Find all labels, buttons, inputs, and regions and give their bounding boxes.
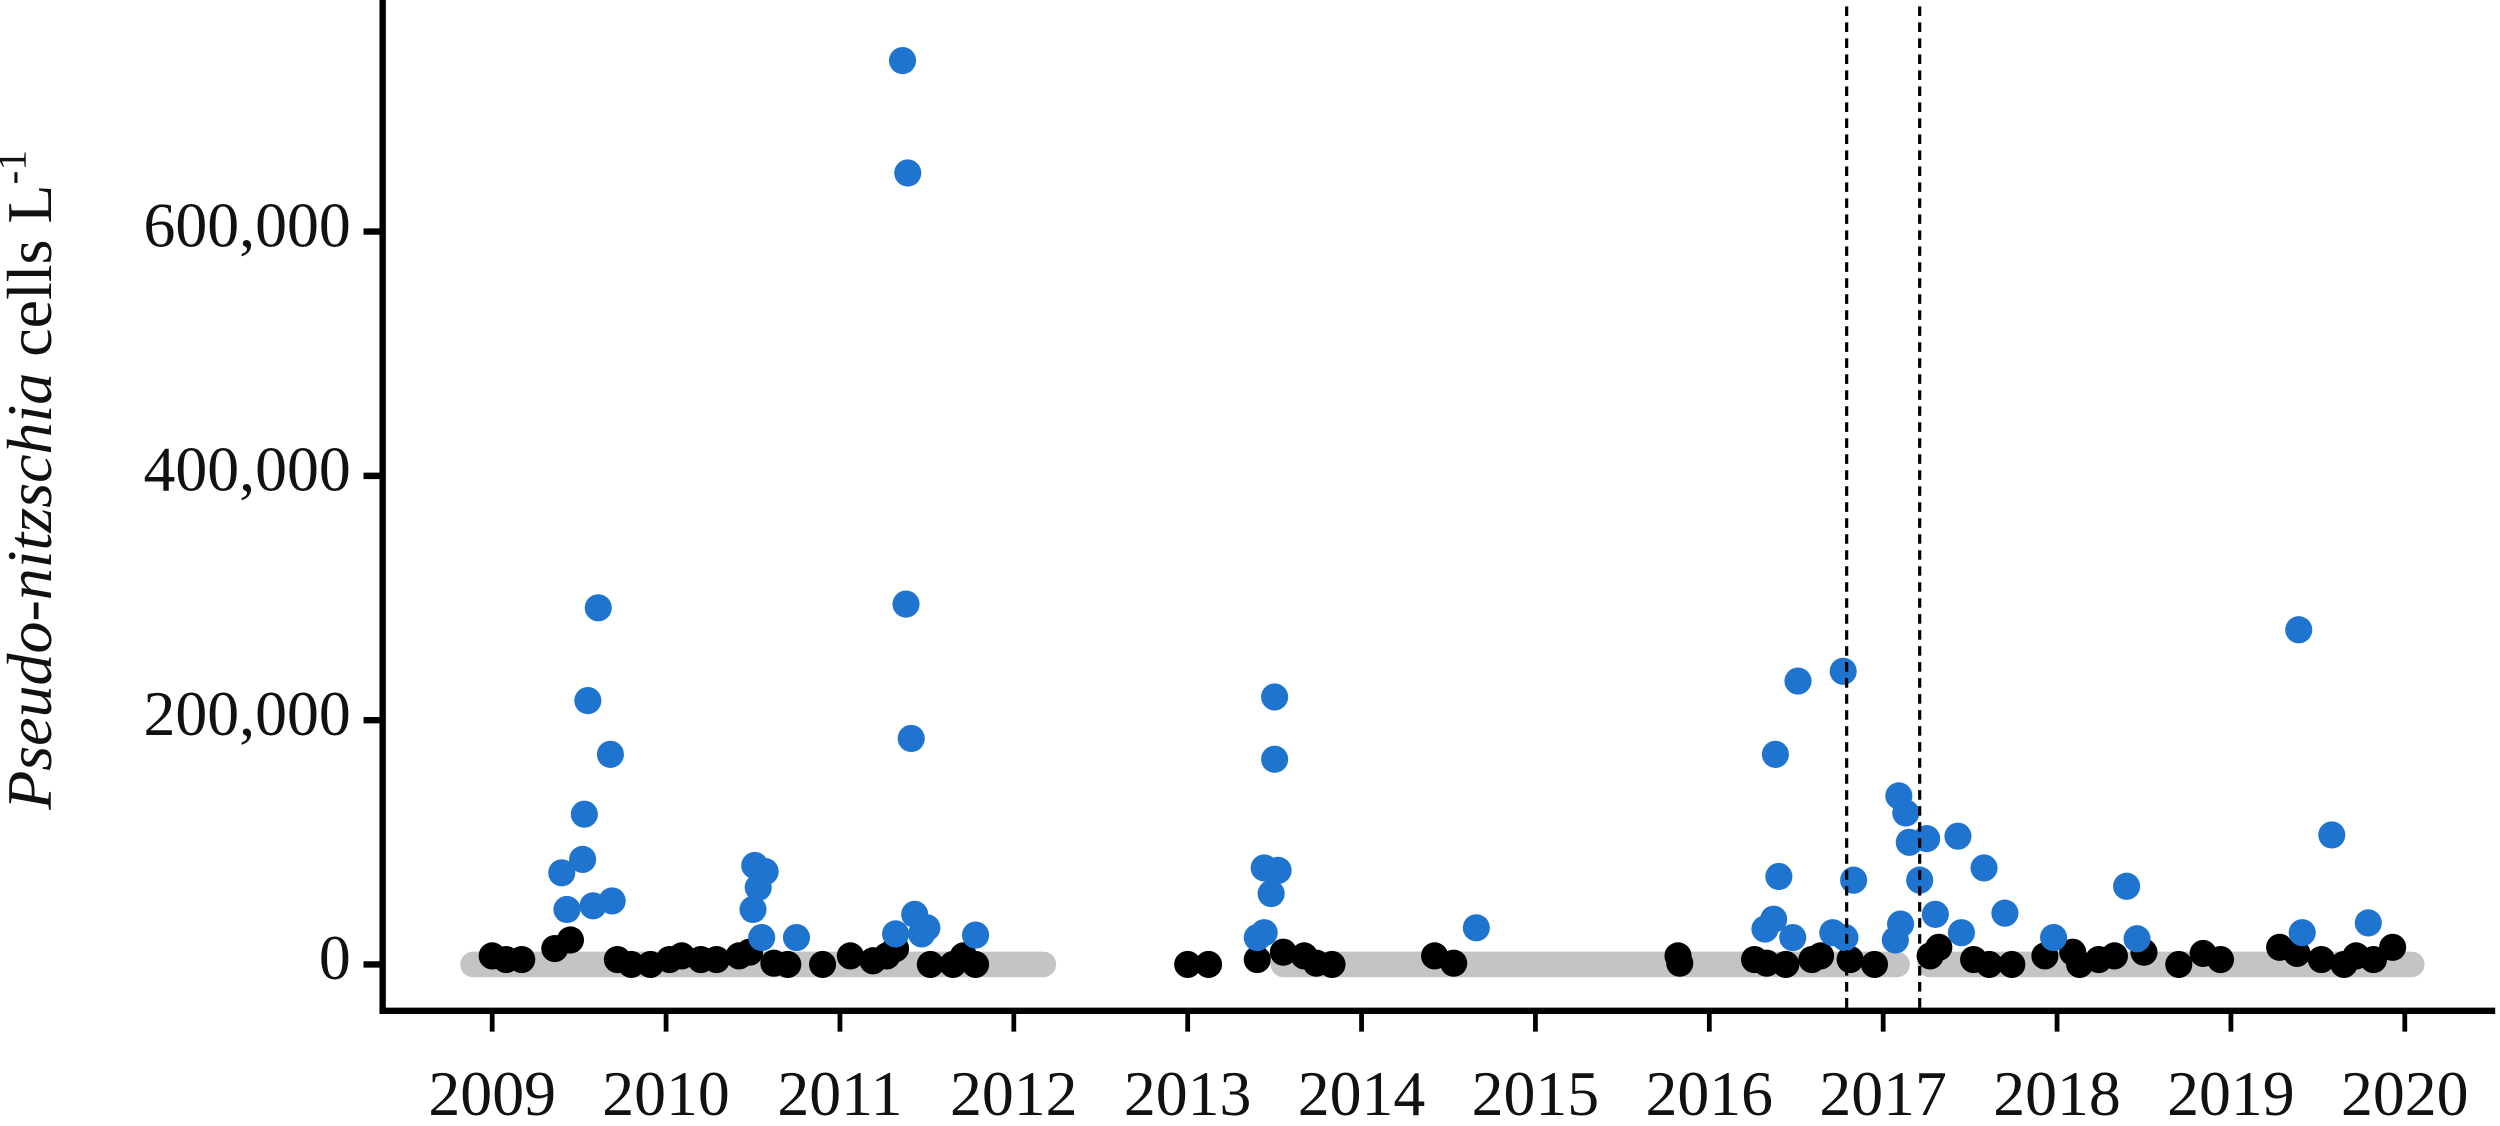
data-point	[1991, 899, 2019, 927]
x-tick-label: 2018	[1993, 1058, 2121, 1126]
data-point	[2283, 939, 2311, 968]
data-point	[1840, 866, 1868, 894]
data-point	[1829, 657, 1857, 685]
data-point	[913, 914, 941, 942]
y-tick-label: 600,000	[144, 189, 351, 260]
data-point	[1998, 950, 2026, 979]
x-tick-label: 2009	[428, 1058, 556, 1126]
data-point	[569, 845, 597, 873]
data-point	[1318, 950, 1346, 979]
data-point	[2100, 942, 2128, 970]
x-tick-label: 2015	[1472, 1058, 1600, 1126]
data-point	[1257, 879, 1285, 908]
data-point	[1261, 683, 1289, 711]
x-tick-label: 2012	[950, 1058, 1078, 1126]
data-point	[570, 800, 598, 828]
data-point	[1761, 740, 1789, 768]
data-point	[553, 895, 581, 924]
data-point	[748, 923, 776, 952]
data-point	[508, 945, 536, 974]
data-point	[2288, 919, 2316, 947]
data-point	[1944, 822, 1972, 850]
data-point	[598, 887, 626, 915]
data-point	[1836, 945, 1864, 974]
data-point	[1970, 854, 1998, 882]
data-point	[1195, 950, 1223, 979]
data-point	[1925, 933, 1953, 961]
data-point	[1765, 862, 1793, 891]
data-point	[892, 590, 920, 618]
data-point	[2165, 950, 2193, 979]
data-point	[596, 740, 624, 768]
y-label-text: cells L	[0, 185, 65, 357]
data-point	[548, 859, 576, 887]
y-tick-label: 200,000	[144, 678, 351, 749]
data-point	[1269, 938, 1297, 966]
y-tick-label: 400,000	[144, 433, 351, 504]
data-point	[584, 594, 612, 622]
data-point	[1666, 949, 1694, 977]
data-point	[1892, 799, 1920, 827]
x-tick-label: 2014	[1298, 1058, 1426, 1126]
data-point	[2206, 945, 2235, 974]
data-point	[2379, 933, 2407, 961]
data-point	[782, 923, 811, 952]
data-point	[1440, 949, 1468, 977]
x-tick-label: 2020	[2341, 1058, 2469, 1126]
x-tick-label: 2019	[2167, 1058, 2295, 1126]
data-point	[556, 926, 584, 954]
data-point	[962, 921, 990, 949]
x-tick-label: 2017	[1819, 1058, 1947, 1126]
data-point	[617, 950, 645, 979]
data-point	[2354, 909, 2382, 937]
data-point	[888, 47, 917, 75]
x-tick-label: 2016	[1646, 1058, 1774, 1126]
data-point	[1261, 745, 1289, 773]
y-label-superscript: -1	[0, 150, 34, 185]
data-point	[1831, 923, 1859, 952]
data-point	[574, 687, 602, 715]
data-point	[1772, 950, 1800, 979]
data-point	[897, 724, 925, 753]
data-point	[1975, 950, 2003, 979]
y-label-italic: Pseudo-nitzschia	[0, 373, 65, 811]
data-point	[1860, 950, 1889, 979]
data-point	[1906, 866, 1934, 894]
data-point	[1913, 825, 1941, 853]
x-tick-label: 2013	[1124, 1058, 1252, 1126]
data-point	[962, 950, 990, 979]
x-tick-label: 2010	[602, 1058, 730, 1126]
data-point	[702, 945, 731, 974]
data-point	[1174, 950, 1202, 979]
data-point	[882, 920, 910, 948]
data-point	[751, 858, 779, 886]
data-point	[739, 895, 767, 924]
data-point	[2318, 821, 2346, 849]
y-tick-label: 0	[319, 922, 351, 993]
y-axis-label: Pseudo-nitzschia cells L-1	[0, 150, 65, 811]
data-point	[1881, 926, 1909, 954]
data-point	[2040, 923, 2068, 952]
data-point	[774, 950, 802, 979]
data-point	[809, 950, 837, 979]
data-point	[1947, 919, 1975, 947]
data-point	[836, 942, 864, 970]
data-point	[2285, 616, 2313, 644]
data-point	[2113, 872, 2141, 900]
x-tick-label: 2011	[777, 1058, 902, 1126]
data-point	[2123, 925, 2151, 953]
data-point	[916, 950, 944, 979]
data-point	[1462, 914, 1490, 942]
data-point	[1779, 923, 1807, 952]
data-point	[1807, 942, 1835, 970]
data-point	[894, 159, 922, 187]
data-point	[1264, 856, 1292, 884]
data-point	[1250, 919, 1278, 947]
data-point	[2307, 945, 2335, 974]
data-point	[1760, 905, 1788, 933]
data-point	[1243, 945, 1271, 974]
data-point	[1921, 900, 1949, 928]
data-point	[1784, 667, 1812, 695]
